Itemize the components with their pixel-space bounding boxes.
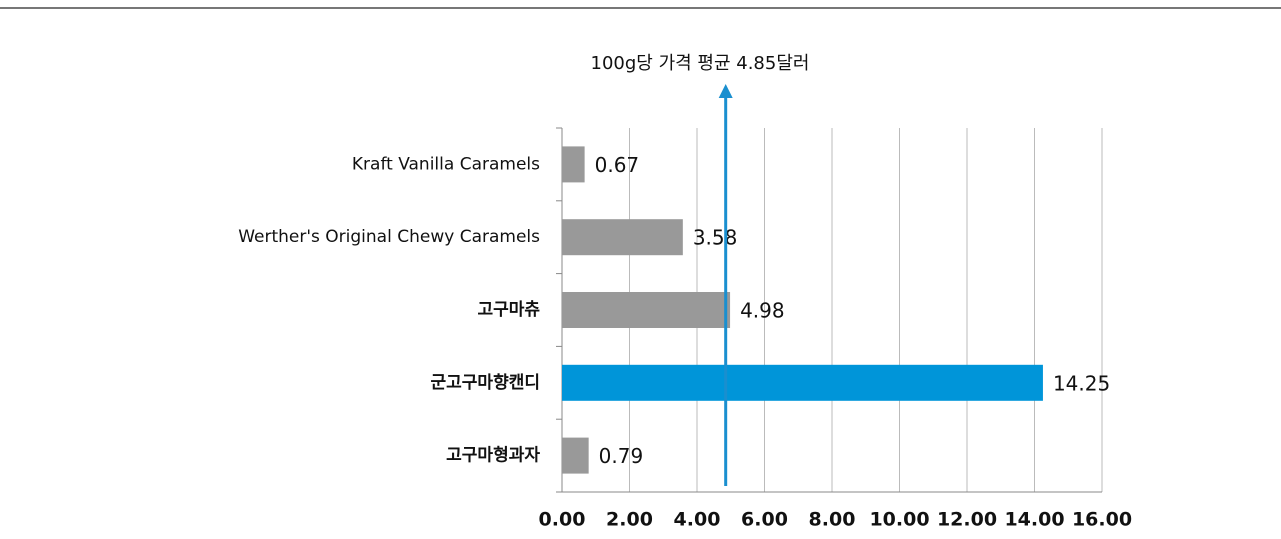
bar <box>562 219 683 256</box>
x-tick-label: 6.00 <box>741 509 788 531</box>
y-tick-label: 고구마형과자 <box>446 445 540 466</box>
x-tick-label: 14.00 <box>1004 509 1064 531</box>
x-tick-label: 4.00 <box>674 509 721 531</box>
data-label: 0.67 <box>595 153 640 177</box>
data-label: 14.25 <box>1053 371 1110 395</box>
data-label: 0.79 <box>599 444 644 468</box>
y-tick-label: Kraft Vanilla Caramels <box>352 154 540 174</box>
x-tick-label: 12.00 <box>937 509 997 531</box>
y-tick-label: 고구마츄 <box>477 300 540 320</box>
bar <box>562 292 731 328</box>
bar <box>562 437 589 474</box>
data-label: 3.58 <box>693 226 738 250</box>
arrow-head <box>718 84 733 98</box>
y-tick-label: Werther's Original Chewy Caramels <box>238 227 540 247</box>
annotation: 100g당 가격 평균 4.85달러 <box>591 53 810 74</box>
bar <box>562 146 585 183</box>
x-tick-label: 0.00 <box>539 509 586 531</box>
data-label: 4.98 <box>740 299 785 323</box>
x-tick-label: 10.00 <box>869 509 929 531</box>
bar <box>562 364 1043 401</box>
x-tick-label: 8.00 <box>809 509 856 531</box>
y-tick-label: 군고구마향캔디 <box>431 372 540 393</box>
x-tick-label: 16.00 <box>1072 509 1132 531</box>
x-tick-label: 2.00 <box>606 509 653 531</box>
